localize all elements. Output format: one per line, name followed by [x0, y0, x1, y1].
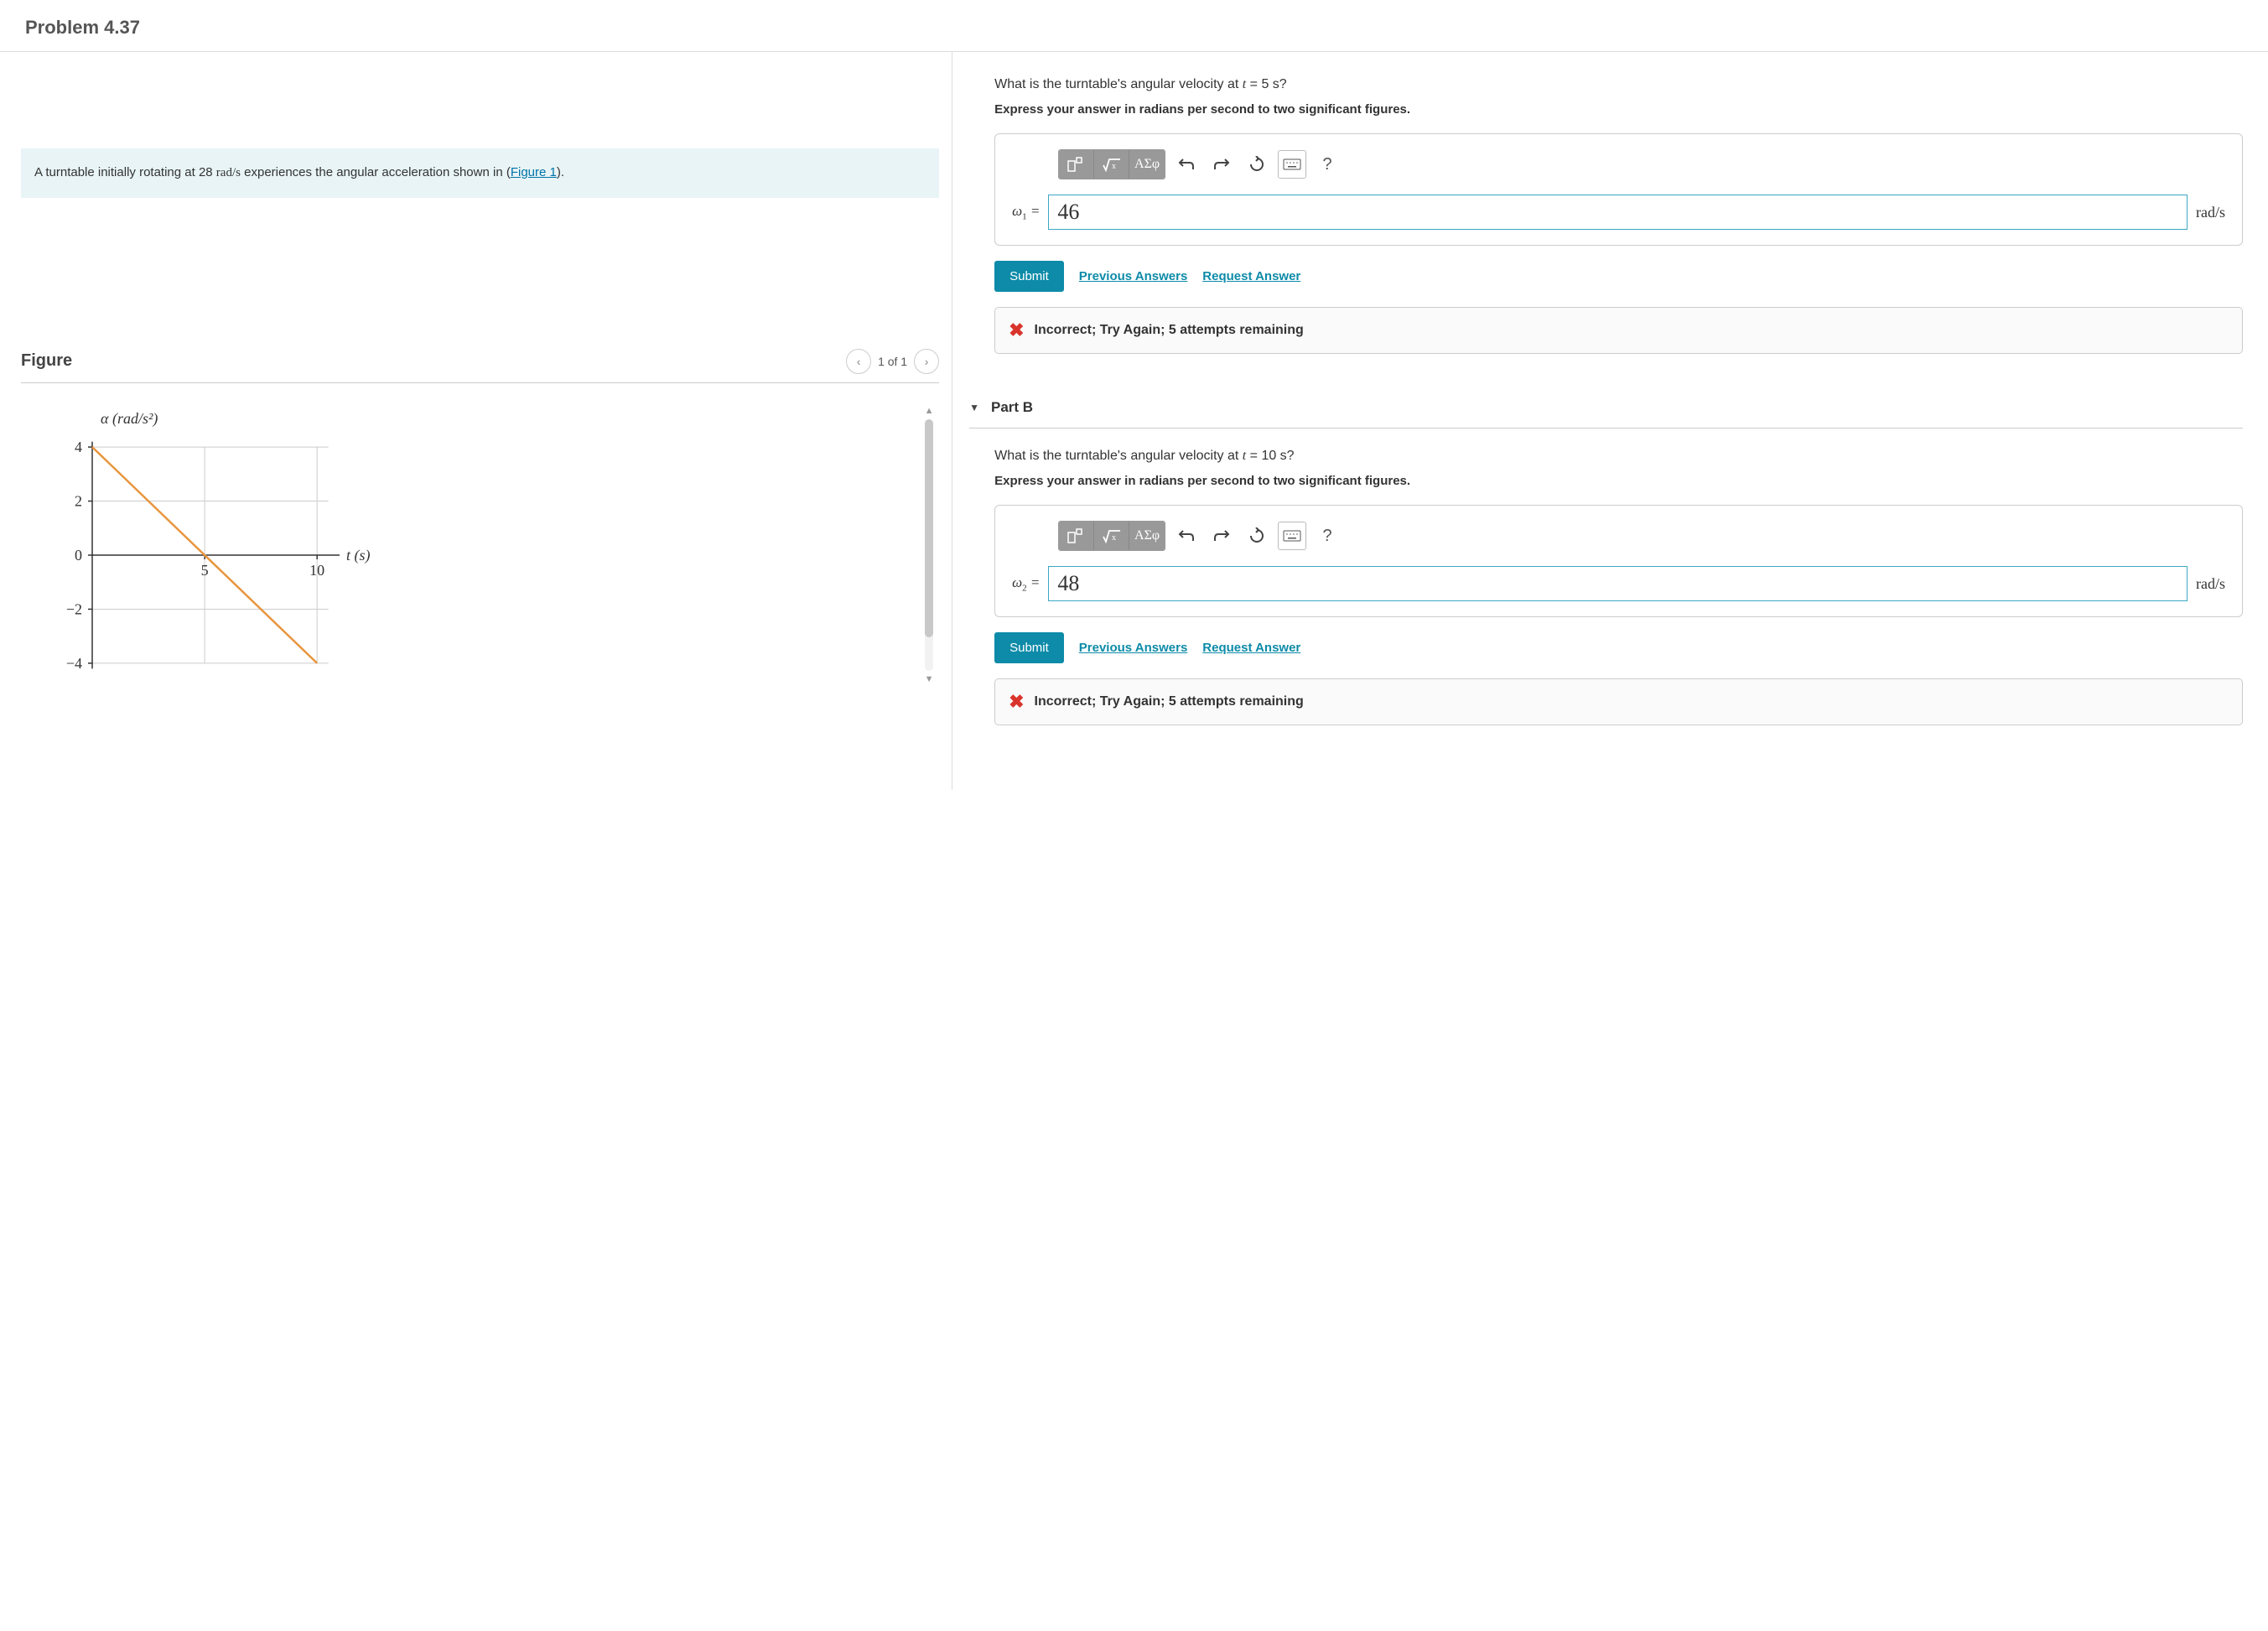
part-a-answer-box: x ΑΣφ ? [994, 133, 2243, 246]
part-b-unit: rad/s [2196, 575, 2225, 593]
keyboard-icon[interactable] [1278, 522, 1306, 550]
svg-text:x: x [1112, 533, 1116, 543]
page-title: Problem 4.37 [25, 17, 2243, 39]
part-a-answer-input[interactable] [1048, 195, 2188, 230]
part-a-question: What is the turntable's angular velocity… [994, 77, 2243, 92]
qA-eq: = 5 s? [1246, 77, 1286, 91]
part-a-feedback: ✖ Incorrect; Try Again; 5 attempts remai… [994, 307, 2243, 354]
page-header: Problem 4.37 [0, 0, 2268, 52]
greek-letters-button[interactable]: ΑΣφ [1129, 522, 1165, 550]
qB-eq: = 10 s? [1246, 449, 1294, 463]
content: A turntable initially rotating at 28 rad… [0, 52, 2268, 790]
part-a-feedback-text: Incorrect; Try Again; 5 attempts remaini… [1035, 323, 1304, 338]
intro-text-mid: experiences the angular acceleration sho… [241, 165, 511, 179]
keyboard-icon[interactable] [1278, 150, 1306, 179]
help-icon[interactable]: ? [1313, 522, 1342, 550]
part-a-previous-answers-link[interactable]: Previous Answers [1079, 269, 1188, 283]
svg-text:α (rad/s²): α (rad/s²) [101, 410, 158, 428]
svg-text:x: x [1112, 162, 1116, 171]
figure-heading: Figure [21, 351, 72, 371]
incorrect-x-icon: ✖ [1009, 319, 1024, 341]
alpha-vs-t-chart: −4 −2 0 2 4 5 10 α (rad/s²) t (s) [46, 400, 381, 693]
svg-text:5: 5 [201, 562, 209, 579]
sqrt-icon[interactable]: x [1094, 522, 1129, 550]
figure-nav: ‹ 1 of 1 › [846, 349, 939, 374]
scroll-thumb[interactable] [925, 419, 933, 637]
scroll-up-icon[interactable]: ▲ [925, 404, 934, 418]
right-column: What is the turntable's angular velocity… [952, 52, 2268, 790]
part-b-answer-box: x ΑΣφ ? [994, 505, 2243, 617]
svg-text:−2: −2 [66, 600, 82, 617]
part-a-answer-row: ω1 = rad/s [1012, 195, 2225, 230]
figure-next-button[interactable]: › [914, 349, 939, 374]
figure-prev-button[interactable]: ‹ [846, 349, 871, 374]
template-icon[interactable] [1059, 150, 1094, 179]
figure-link[interactable]: Figure 1 [511, 165, 557, 179]
part-a-instruction: Express your answer in radians per secon… [994, 102, 2243, 117]
part-b-var-label: ω2 = [1012, 574, 1040, 593]
part-a-block: What is the turntable's angular velocity… [994, 77, 2243, 354]
reset-icon[interactable] [1243, 522, 1271, 550]
part-b-question: What is the turntable's angular velocity… [994, 449, 2243, 464]
part-a-submit-button[interactable]: Submit [994, 261, 1064, 292]
reset-icon[interactable] [1243, 150, 1271, 179]
undo-icon[interactable] [1172, 150, 1201, 179]
svg-text:t (s): t (s) [346, 547, 371, 564]
part-a-var-label: ω1 = [1012, 203, 1040, 221]
undo-icon[interactable] [1172, 522, 1201, 550]
part-b-submit-button[interactable]: Submit [994, 632, 1064, 663]
intro-text-after: ). [557, 165, 564, 179]
qA-prefix: What is the turntable's angular velocity… [994, 77, 1243, 91]
svg-text:−4: −4 [66, 654, 82, 671]
part-b-request-answer-link[interactable]: Request Answer [1202, 641, 1300, 655]
format-button-group: x ΑΣφ [1058, 149, 1165, 179]
left-column: A turntable initially rotating at 28 rad… [0, 52, 952, 790]
figure-scrollbar[interactable]: ▲ ▼ [919, 404, 939, 686]
svg-text:0: 0 [75, 547, 82, 564]
part-b-actions: Submit Previous Answers Request Answer [994, 632, 2243, 663]
redo-icon[interactable] [1207, 522, 1236, 550]
template-icon[interactable] [1059, 522, 1094, 550]
intro-text: A turntable initially rotating at 28 [34, 165, 216, 179]
svg-text:4: 4 [75, 439, 82, 455]
intro-rate-unit: rad/s [216, 166, 241, 179]
part-b-feedback-text: Incorrect; Try Again; 5 attempts remaini… [1035, 694, 1304, 709]
part-b-previous-answers-link[interactable]: Previous Answers [1079, 641, 1188, 655]
greek-letters-button[interactable]: ΑΣφ [1129, 150, 1165, 179]
figure-header: Figure ‹ 1 of 1 › [21, 349, 939, 383]
part-a-unit: rad/s [2196, 204, 2225, 221]
part-b-answer-input[interactable] [1048, 566, 2188, 601]
figure-nav-label: 1 of 1 [878, 355, 907, 368]
problem-intro: A turntable initially rotating at 28 rad… [21, 148, 939, 198]
scroll-down-icon[interactable]: ▼ [925, 673, 934, 686]
part-a-toolbar: x ΑΣφ ? [1058, 149, 2225, 179]
qB-prefix: What is the turntable's angular velocity… [994, 449, 1243, 463]
part-b-block: What is the turntable's angular velocity… [994, 449, 2243, 725]
svg-text:10: 10 [309, 562, 324, 579]
part-b-label: Part B [991, 399, 1033, 416]
help-icon[interactable]: ? [1313, 150, 1342, 179]
part-b-toolbar: x ΑΣφ ? [1058, 521, 2225, 551]
part-b-header[interactable]: ▼ Part B [969, 387, 2243, 429]
collapse-caret-icon[interactable]: ▼ [969, 402, 979, 413]
redo-icon[interactable] [1207, 150, 1236, 179]
part-b-feedback: ✖ Incorrect; Try Again; 5 attempts remai… [994, 678, 2243, 725]
format-button-group: x ΑΣφ [1058, 521, 1165, 551]
scroll-track[interactable] [925, 419, 933, 671]
figure-body: −4 −2 0 2 4 5 10 α (rad/s²) t (s) ▲ ▼ [21, 400, 939, 697]
part-b-instruction: Express your answer in radians per secon… [994, 474, 2243, 488]
part-b-answer-row: ω2 = rad/s [1012, 566, 2225, 601]
part-a-request-answer-link[interactable]: Request Answer [1202, 269, 1300, 283]
incorrect-x-icon: ✖ [1009, 691, 1024, 713]
part-a-actions: Submit Previous Answers Request Answer [994, 261, 2243, 292]
svg-text:2: 2 [75, 492, 82, 509]
chart-container: −4 −2 0 2 4 5 10 α (rad/s²) t (s) [21, 400, 911, 697]
sqrt-icon[interactable]: x [1094, 150, 1129, 179]
